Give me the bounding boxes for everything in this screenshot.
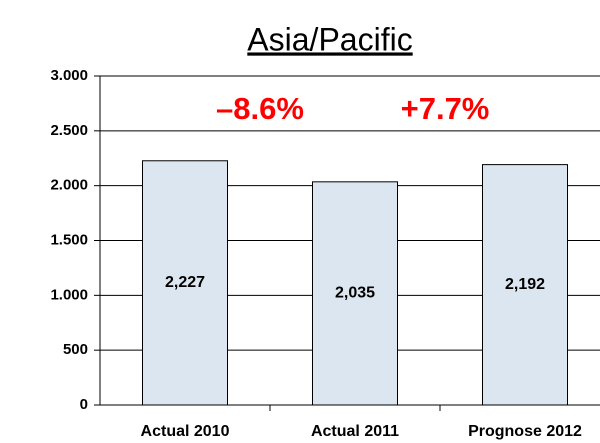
chart-title: Asia/Pacific bbox=[247, 21, 412, 57]
x-tick-label: Actual 2011 bbox=[311, 423, 399, 440]
y-tick-label: 2.500 bbox=[50, 122, 88, 139]
y-tick-label: 500 bbox=[63, 341, 88, 358]
y-tick-label: 2.000 bbox=[50, 177, 88, 194]
y-tick-label: 3.000 bbox=[50, 67, 88, 84]
y-tick-label: 1.500 bbox=[50, 231, 88, 248]
value-label: 2,192 bbox=[505, 276, 545, 293]
value-label: 2,227 bbox=[165, 274, 205, 291]
annotation: +7.7% bbox=[401, 91, 490, 126]
x-tick-label: Actual 2010 bbox=[141, 423, 230, 440]
bar bbox=[482, 164, 568, 406]
y-tick-label: 1.000 bbox=[50, 286, 88, 303]
bar bbox=[142, 160, 228, 406]
x-tick-label: Prognose 2012 bbox=[468, 423, 582, 440]
value-label: 2,035 bbox=[335, 285, 375, 302]
annotation: –8.6% bbox=[216, 91, 304, 126]
bar bbox=[312, 181, 398, 406]
y-tick-label: 0 bbox=[80, 396, 88, 413]
